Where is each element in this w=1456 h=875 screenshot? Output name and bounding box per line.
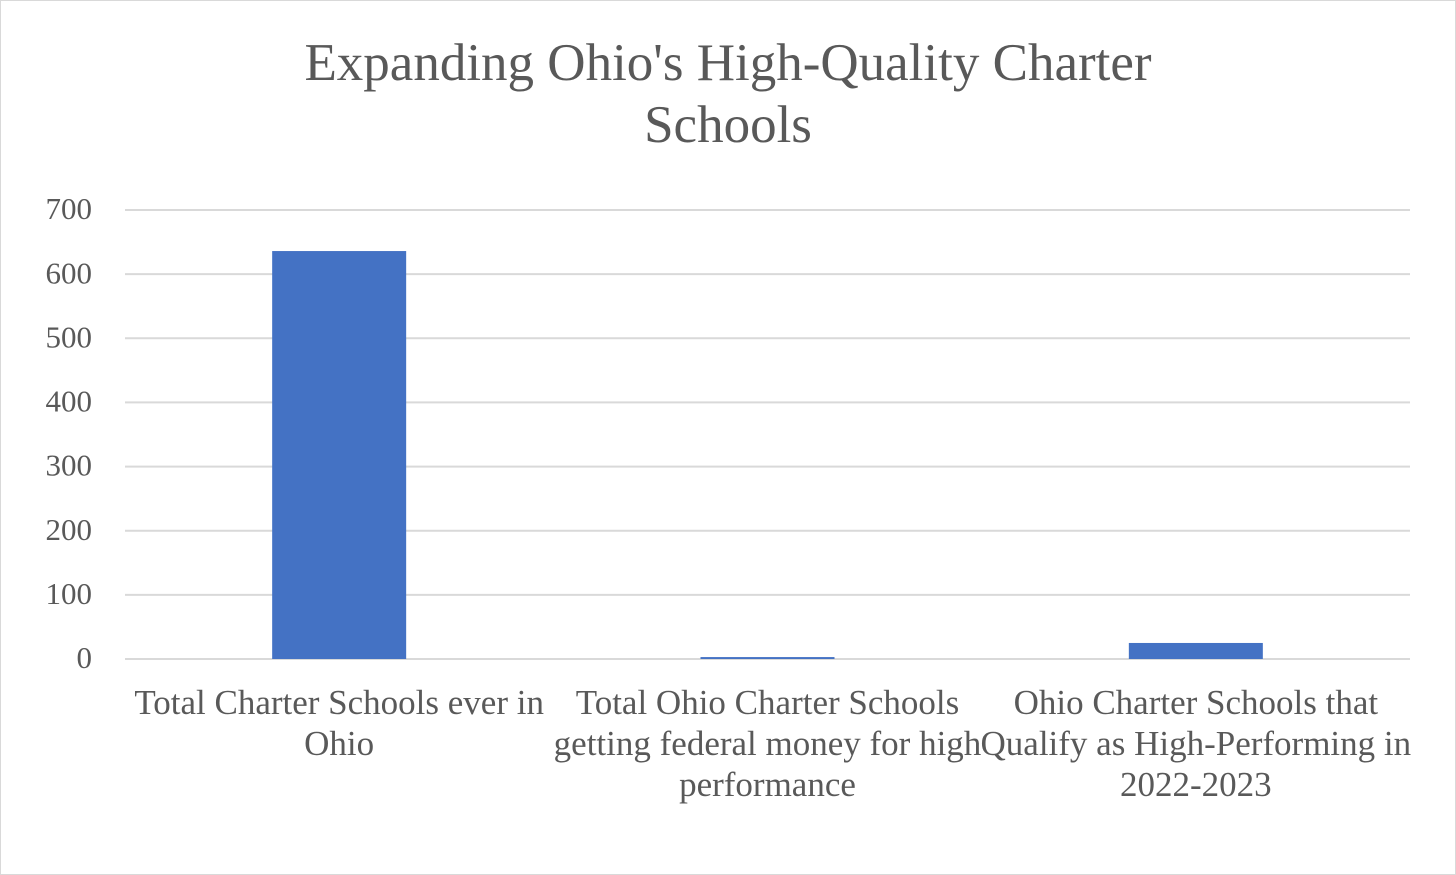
x-tick-label: Total Charter Schools ever in Ohio: [134, 683, 544, 763]
bar: [700, 657, 835, 659]
y-tick-label: 100: [46, 576, 93, 611]
bar: [1128, 642, 1263, 659]
y-tick-label: 0: [77, 640, 93, 675]
chart-title: Expanding Ohio's High-Quality Charter Sc…: [304, 34, 1152, 154]
y-tick-label: 200: [46, 512, 93, 547]
x-tick-label: Total Ohio Charter Schools getting feder…: [553, 683, 982, 804]
y-tick-label: 500: [46, 319, 93, 354]
y-tick-label: 600: [46, 255, 93, 290]
x-tick-label: Ohio Charter Schools that Qualify as Hig…: [980, 683, 1412, 804]
bar: [272, 251, 407, 659]
y-tick-label: 400: [46, 384, 93, 419]
y-tick-label: 700: [46, 191, 93, 226]
y-tick-label: 300: [46, 448, 93, 483]
